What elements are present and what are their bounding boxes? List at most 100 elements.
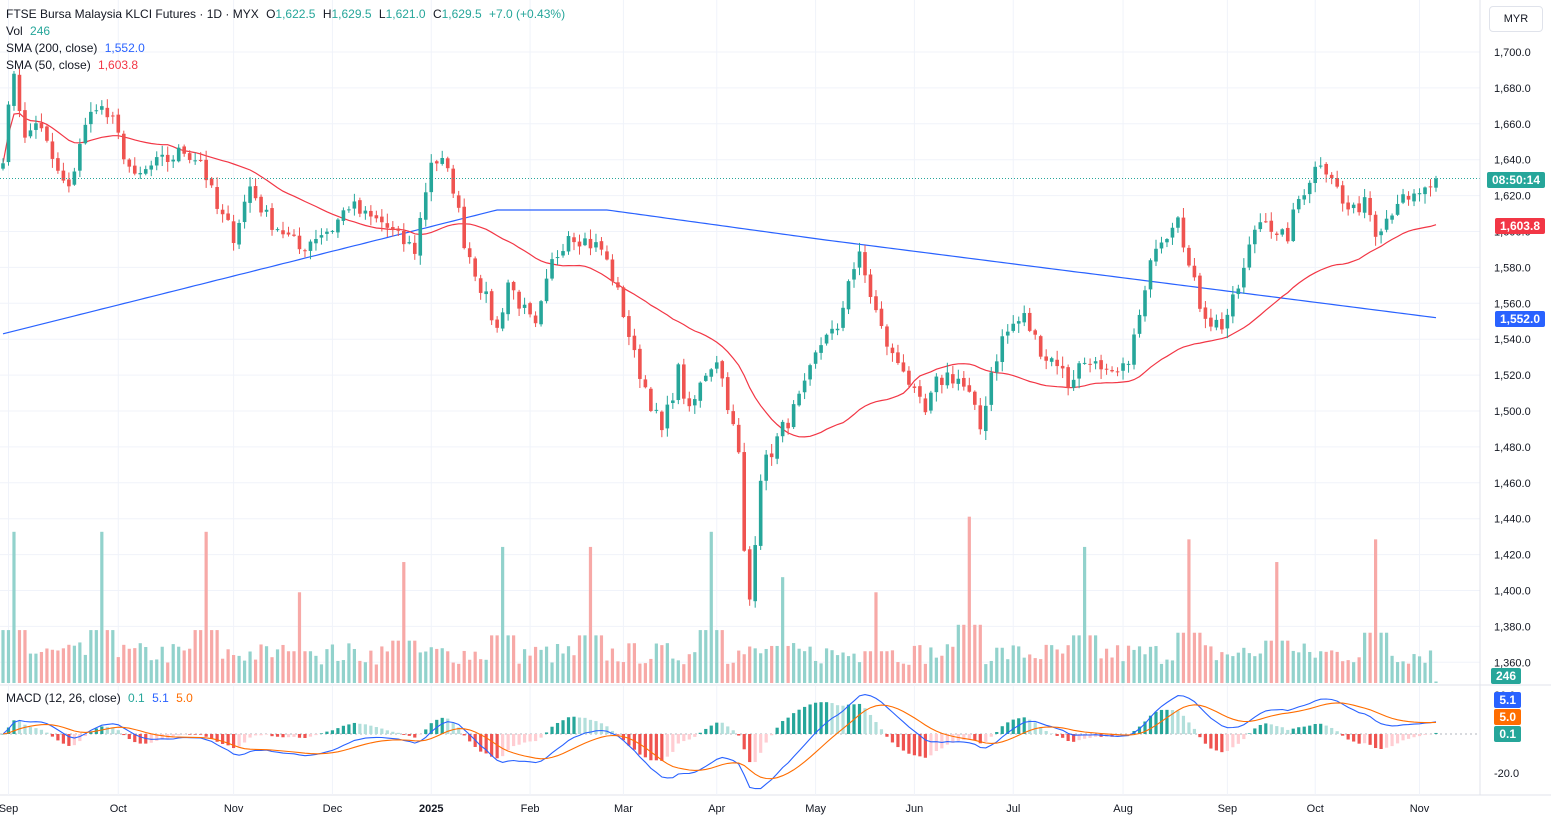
sma50-price-tag: 1,603.8 (1494, 218, 1545, 234)
candle-body (857, 251, 862, 268)
volume-bar (857, 662, 862, 683)
macd-hist-bar (1236, 734, 1240, 744)
candle-body (83, 124, 88, 144)
macd-hist-bar (34, 728, 38, 734)
symbol-title[interactable]: FTSE Bursa Malaysia KLCI Futures · 1D · … (6, 7, 259, 21)
candle-body (1082, 362, 1087, 364)
candle-body (967, 385, 972, 392)
countdown-tag: 08:50:14 (1486, 172, 1545, 188)
candle-body (1011, 323, 1016, 331)
macd-hist-bar (764, 734, 768, 743)
candle-body (1313, 166, 1318, 184)
candle-body (841, 307, 845, 328)
volume-bar (1247, 653, 1251, 683)
volume-bar (676, 660, 680, 683)
macd-hist-bar (182, 734, 186, 735)
volume-bar (166, 662, 170, 683)
sma50-legend[interactable]: SMA (50, close) 1,603.8 (6, 57, 142, 74)
volume-bars (1, 516, 1438, 683)
candle-body (314, 238, 318, 244)
volume-bar (775, 645, 779, 683)
time-axis[interactable]: Sep Oct Nov Dec 2025 Feb Mar Apr May Jun Jul Aug Sep… (0, 803, 1430, 815)
volume-bar (605, 660, 609, 683)
volume-bar (786, 645, 790, 683)
candle-body (1434, 178, 1438, 188)
macd-hist-bar (380, 728, 384, 734)
macd-hist-bar (599, 723, 604, 734)
macd-hist-bar (1, 734, 5, 735)
candle-body (94, 110, 99, 112)
macd-hist-bar (517, 734, 521, 745)
volume-bar (923, 663, 927, 683)
macd-hist-bar (23, 724, 27, 734)
candle-body (165, 154, 170, 162)
candle-body (780, 421, 785, 437)
macd-hist-bar (594, 721, 598, 734)
macd-hist-bar (495, 734, 499, 759)
volume-bar (479, 659, 483, 683)
macd-hist-bar (210, 734, 214, 739)
candle-body (923, 398, 928, 413)
candle-body (517, 291, 521, 309)
macd-hist-bar (923, 734, 927, 758)
volume-bar (402, 562, 406, 683)
candle-body (940, 377, 944, 385)
volume-bar (358, 660, 362, 683)
candle-body (1368, 197, 1372, 216)
macd-hist-bar (1291, 728, 1295, 734)
macd-hist-bar (605, 726, 609, 734)
macd-hist-bar (1209, 734, 1213, 749)
macd-hist-bar (1148, 715, 1153, 734)
candle-body (17, 74, 22, 112)
candle-body (303, 250, 307, 252)
volume-bar (144, 647, 148, 683)
volume-bar (1126, 645, 1131, 683)
macd-hist-bar (242, 734, 247, 743)
macd-hist-bar (248, 734, 252, 738)
candle-body (193, 160, 197, 162)
candle-body (1077, 363, 1081, 379)
volume-bar (962, 624, 966, 683)
symbol-legend: FTSE Bursa Malaysia KLCI Futures · 1D · … (6, 6, 569, 23)
candle-body (1384, 218, 1389, 230)
volume-bar (1039, 659, 1043, 683)
volume-bar (341, 660, 346, 683)
currency-selector[interactable]: MYR (1489, 6, 1543, 32)
price-axis[interactable]: 1,700.01,680.01,660.01,640.01,620.01,600… (1479, 0, 1531, 795)
macd-hist-bar (122, 734, 126, 736)
macd-hist-bar (188, 734, 192, 735)
candle-body (1395, 203, 1400, 215)
volume-bar (989, 660, 993, 683)
macd-hist-bar (1258, 724, 1262, 734)
volume-bar (1050, 645, 1054, 683)
candle-body (23, 110, 27, 138)
sma-50-line (2, 112, 1437, 438)
volume-bar (577, 635, 582, 683)
volume-bar (973, 624, 977, 683)
candle-body (852, 269, 856, 280)
candle-body (1088, 363, 1092, 365)
candle-body (6, 104, 11, 163)
sma200-legend[interactable]: SMA (200, close) 1,552.0 (6, 40, 149, 57)
macd-legend[interactable]: MACD (12, 26, close) 0.1 5.1 5.0 (6, 690, 197, 707)
macd-hist-bar (1088, 734, 1092, 738)
volume-bar (731, 662, 735, 683)
volume-bar (297, 592, 302, 683)
macd-hist-bar (275, 734, 280, 737)
candle-body (1253, 229, 1257, 245)
volume-legend[interactable]: Vol 246 (6, 23, 54, 40)
volume-bar (1192, 632, 1197, 683)
candle-body (1115, 371, 1120, 373)
macd-hist-bar (1417, 734, 1422, 737)
candle-body (1225, 314, 1230, 329)
volume-bar (1066, 645, 1070, 683)
macd-hist-bar (215, 734, 219, 742)
macd-hist-bar (808, 704, 812, 734)
macd-hist-bar (1269, 724, 1273, 734)
macd-hist-bar (1242, 734, 1246, 740)
candle-body (380, 216, 384, 223)
volume-bar (1214, 660, 1218, 683)
candle-body (638, 348, 642, 379)
candle-body (731, 411, 736, 425)
